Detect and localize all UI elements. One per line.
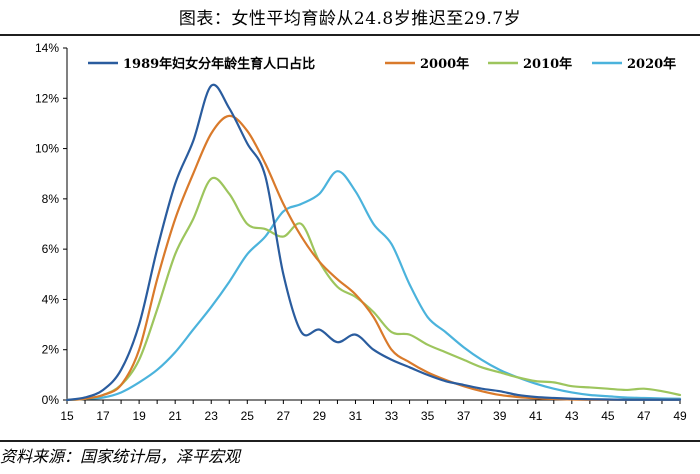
series-line-2010 — [65, 176, 682, 402]
x-tick-label: 47 — [637, 409, 651, 423]
top-divider — [0, 34, 700, 36]
x-tick-label: 35 — [421, 409, 435, 423]
series-line-1989 — [65, 83, 682, 402]
x-tick-label: 23 — [205, 409, 219, 423]
series-line-2000 — [65, 114, 682, 402]
y-tick-label: 0% — [42, 393, 60, 407]
legend-label: 1989年妇女分年龄生育人口占比 — [123, 56, 315, 72]
legend-item-1989: 1989年妇女分年龄生育人口占比 — [88, 56, 315, 72]
x-tick-label: 45 — [601, 409, 615, 423]
x-tick-label: 33 — [385, 409, 399, 423]
x-tick-label: 29 — [313, 409, 327, 423]
x-tick-label: 41 — [529, 409, 543, 423]
legend-label: 2020年 — [627, 56, 676, 72]
x-tick-label: 15 — [60, 409, 74, 423]
x-tick-label: 27 — [277, 409, 291, 423]
legend-item-2020: 2020年 — [592, 56, 676, 72]
bottom-divider — [0, 440, 700, 442]
y-tick-label: 6% — [42, 242, 60, 256]
y-tick-label: 14% — [35, 41, 59, 55]
y-tick-label: 8% — [42, 192, 60, 206]
y-tick-label: 10% — [35, 142, 59, 156]
chart-series-group — [65, 83, 682, 402]
chart-title: 图表：女性平均育龄从24.8岁推迟至29.7岁 — [178, 8, 522, 29]
x-tick-label: 21 — [168, 409, 182, 423]
source-note: 资料来源：国家统计局，泽平宏观 — [0, 447, 241, 466]
chart-canvas: 0% 2% 4% 6% 8% 10% 12% 14% 15 17 19 21 23 25 27 29 31 33 3… — [35, 41, 687, 423]
legend-label: 2010年 — [523, 56, 572, 72]
x-tick-label: 37 — [457, 409, 471, 423]
x-tick-label: 19 — [132, 409, 146, 423]
legend-item-2010: 2010年 — [488, 56, 572, 72]
y-tick-label: 2% — [42, 343, 60, 357]
x-tick-label: 49 — [673, 409, 687, 423]
x-tick-label: 17 — [96, 409, 110, 423]
x-tick-label: 43 — [565, 409, 579, 423]
y-tick-label: 4% — [42, 292, 60, 306]
y-tick-label: 12% — [35, 91, 59, 105]
chart-legend: 1989年妇女分年龄生育人口占比 2000年 2010年 2020年 — [88, 56, 676, 72]
series-line-2020 — [65, 170, 682, 402]
x-tick-label: 25 — [241, 409, 255, 423]
legend-label: 2000年 — [420, 56, 469, 72]
x-tick-label: 31 — [349, 409, 363, 423]
legend-item-2000: 2000年 — [385, 56, 469, 72]
x-tick-label: 39 — [493, 409, 507, 423]
